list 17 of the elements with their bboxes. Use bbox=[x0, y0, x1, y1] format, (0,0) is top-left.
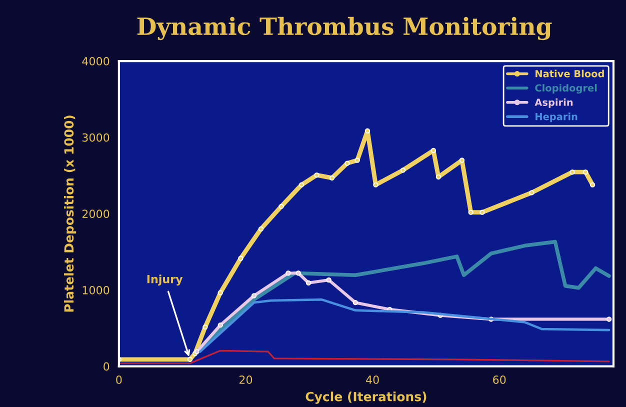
y-axis-title: Platelet Deposition (x 1000) bbox=[64, 116, 76, 312]
legend-label: Clopidogrel bbox=[535, 84, 597, 94]
annotation: Injury bbox=[147, 274, 183, 286]
x-tick-label: 40 bbox=[366, 376, 379, 384]
y-tick-label: 4000 bbox=[82, 57, 110, 66]
legend-label: Heparin bbox=[536, 112, 578, 122]
legend-label: Native Blood bbox=[536, 70, 604, 78]
legend-label: Aspirin bbox=[534, 98, 573, 108]
x-axis-title: Cycle (Iterations) bbox=[306, 392, 426, 404]
y-tick-label: 3000 bbox=[82, 133, 110, 142]
y-tick-label: 0 bbox=[104, 362, 110, 371]
y-tick-label: 2000 bbox=[82, 210, 110, 218]
x-tick-label: 20 bbox=[239, 376, 252, 384]
x-tick-label: 0 bbox=[116, 376, 122, 384]
chart-title: Dynamic Thrombus Monitoring bbox=[137, 16, 552, 40]
x-tick-label: 60 bbox=[493, 376, 506, 384]
y-tick-label: 1000 bbox=[82, 286, 110, 294]
